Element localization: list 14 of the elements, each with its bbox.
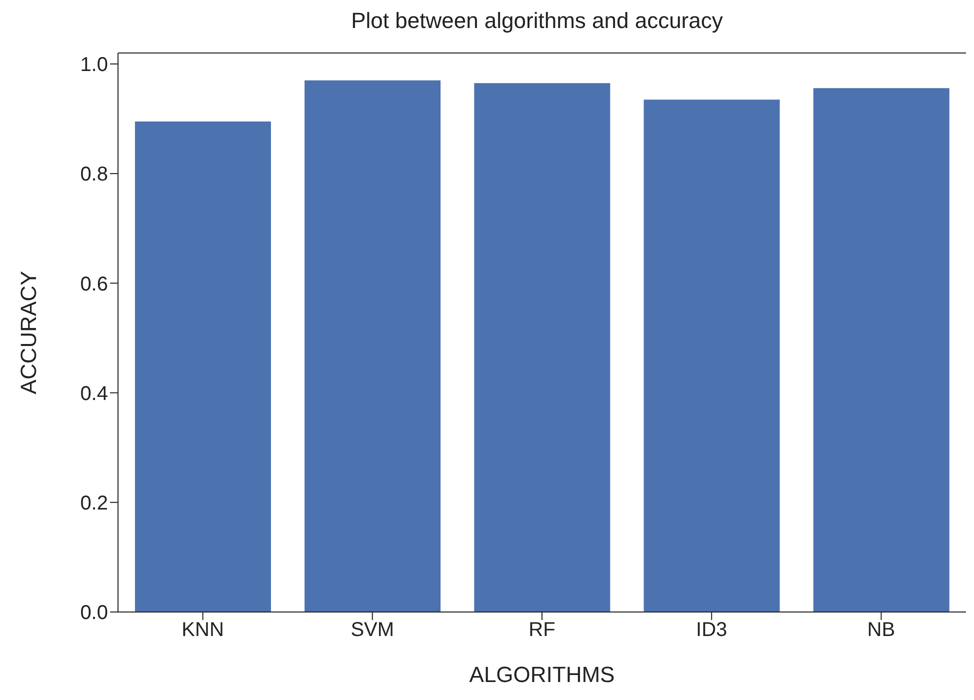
- y-tick-label: 1.0: [80, 54, 108, 76]
- y-tick-label: 0.2: [80, 492, 108, 514]
- x-tick-label: RF: [528, 619, 556, 642]
- chart-title: Plot between algorithms and accuracy: [350, 8, 724, 35]
- x-tick-label: SVM: [350, 619, 394, 642]
- y-axis-title: ACCURACY: [16, 270, 41, 394]
- y-tick-label: 0.4: [80, 382, 108, 405]
- x-tick-label: NB: [867, 619, 896, 642]
- y-tick-label: 0.0: [80, 602, 108, 624]
- x-tick-label: KNN: [182, 619, 224, 642]
- x-tick-label: ID3: [696, 619, 728, 642]
- x-axis-title: ALGORITHMS: [469, 662, 615, 687]
- y-tick-label: 0.8: [80, 164, 108, 186]
- y-tick-label: 0.6: [80, 273, 108, 296]
